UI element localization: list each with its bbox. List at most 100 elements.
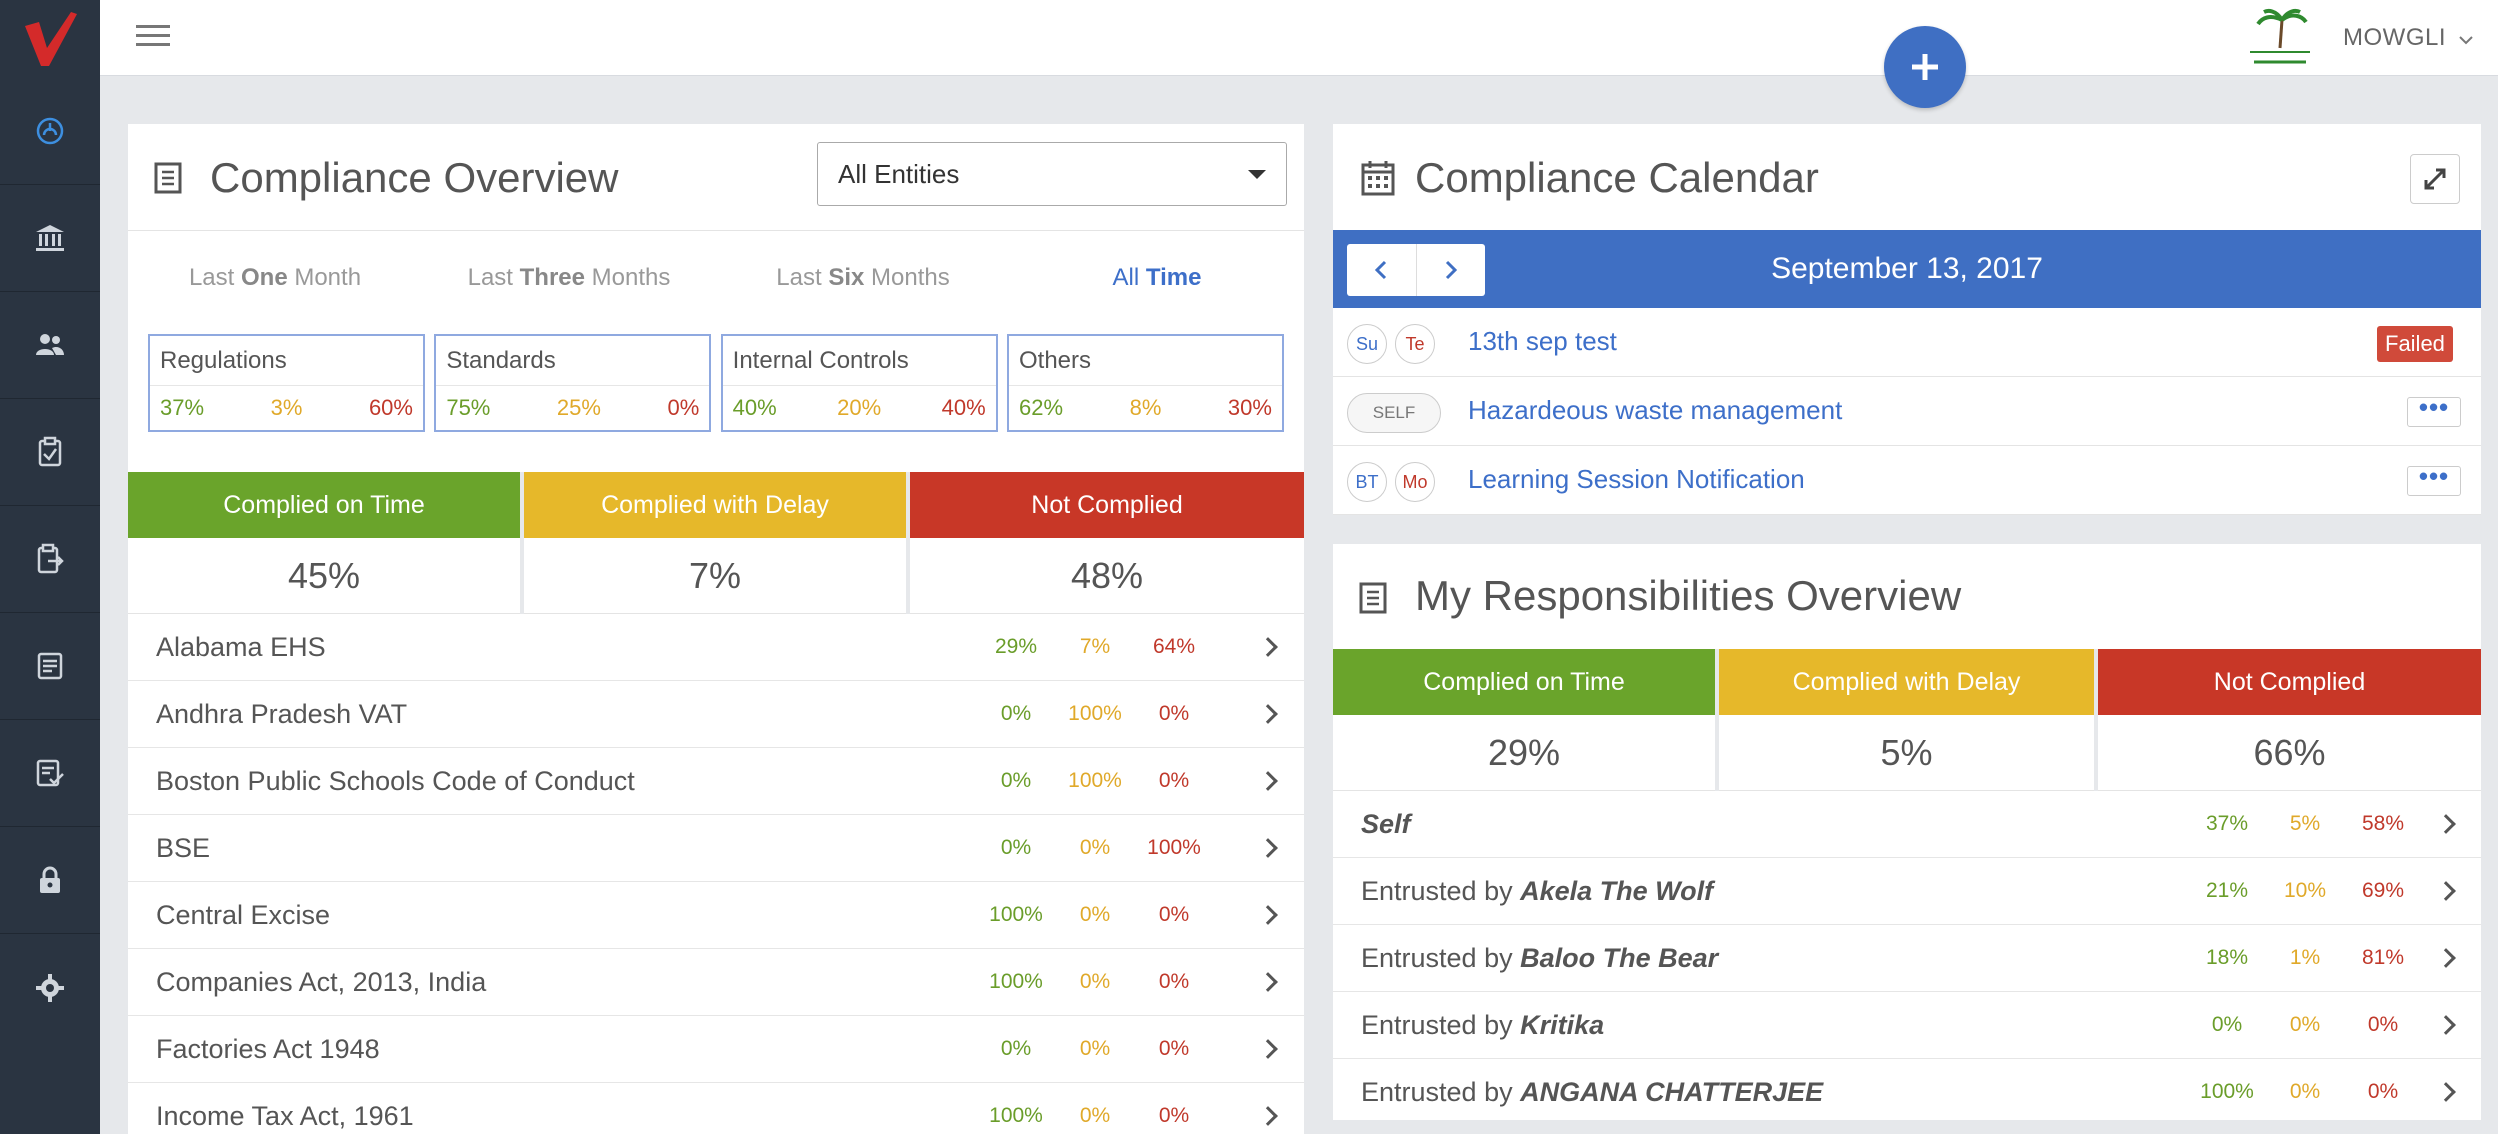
ellipsis-icon: •••: [2418, 392, 2450, 422]
delay-percent: 0%: [2289, 1013, 2321, 1036]
lock-icon: [40, 866, 60, 893]
responsibility-label: Entrusted by Kritika: [1361, 1010, 1604, 1041]
not-complied-percent: 64%: [1152, 635, 1196, 658]
chevron-right-icon: [2436, 881, 2456, 901]
entity-select[interactable]: All Entities: [817, 142, 1287, 206]
gear-icon: [36, 973, 64, 1002]
regulation-row[interactable]: Alabama EHS 29% 7% 64%: [128, 614, 1304, 681]
chevron-right-icon: [1258, 838, 1278, 858]
regulation-row[interactable]: Factories Act 1948 0% 0% 0%: [128, 1016, 1304, 1083]
category-values: 37% 3% 60%: [150, 386, 423, 430]
user-name[interactable]: MOWGLI: [2343, 24, 2473, 52]
overview-status-bar: Complied on Time 45% Complied with Delay…: [128, 472, 1304, 614]
entity-select-value: All Entities: [838, 158, 960, 189]
calendar-nav: [1347, 244, 1485, 296]
period-suffix: Months: [585, 264, 671, 291]
avatar: Te: [1395, 324, 1435, 364]
calendar-event[interactable]: SELF Hazardeous waste management •••: [1333, 377, 2481, 446]
regulation-row[interactable]: Boston Public Schools Code of Conduct 0% 1…: [128, 748, 1304, 815]
avatar: Mo: [1395, 462, 1435, 502]
sidebar-item-security[interactable]: [0, 827, 100, 934]
clipboard-export-icon: [37, 543, 64, 574]
responsibility-row[interactable]: Self 37% 5% 58%: [1333, 791, 2481, 858]
category-values: 62% 8% 30%: [1009, 386, 1282, 430]
regulation-row[interactable]: Income Tax Act, 1961 100% 0% 0%: [128, 1083, 1304, 1134]
sidebar-item-dashboard[interactable]: [0, 78, 100, 185]
chevron-right-icon: [1258, 1039, 1278, 1059]
resp-status-not-complied: Not Complied 66%: [2098, 649, 2481, 791]
event-name[interactable]: 13th sep test: [1468, 326, 1617, 356]
status-delay: Complied with Delay 7%: [524, 472, 910, 614]
assignee-pill: SELF: [1347, 393, 1441, 433]
more-options-button[interactable]: •••: [2407, 392, 2461, 427]
regulation-name: Factories Act 1948: [156, 1033, 380, 1064]
sidebar-item-bank[interactable]: [0, 185, 100, 292]
add-button[interactable]: [1884, 26, 1966, 108]
category-box[interactable]: Internal Controls 40% 20% 40%: [720, 334, 998, 432]
regulation-row[interactable]: Andhra Pradesh VAT 0% 100% 0%: [128, 681, 1304, 748]
expand-button[interactable]: [2410, 154, 2460, 204]
period-tab[interactable]: Last One Month: [128, 264, 422, 304]
not-complied-percent: 100%: [1147, 836, 1201, 859]
document-icon: [37, 652, 63, 680]
sidebar-item-documents[interactable]: [0, 613, 100, 720]
period-tabs: Last One Month Last Three Months Last Six …: [128, 264, 1304, 304]
regulation-name: Andhra Pradesh VAT: [156, 698, 408, 729]
sidebar-item-reports[interactable]: [0, 506, 100, 613]
app-logo[interactable]: [0, 0, 100, 78]
avatar: BT: [1347, 462, 1387, 502]
not-complied-percent: 81%: [2361, 946, 2405, 969]
category-yellow-percent: 8%: [1129, 395, 1162, 420]
regulation-row[interactable]: Central Excise 100% 0% 0%: [128, 882, 1304, 949]
users-icon: [36, 334, 64, 355]
chevron-right-icon: [1258, 1106, 1278, 1126]
chevron-right-icon: [1258, 704, 1278, 724]
calendar-date: September 13, 2017: [1771, 252, 2043, 285]
category-name: Internal Controls: [722, 336, 996, 386]
period-suffix: Month: [287, 264, 362, 291]
sidebar-item-review[interactable]: [0, 720, 100, 827]
compliance-calendar-panel: Compliance Calendar September 13, 2017 S…: [1333, 124, 2481, 515]
category-red-percent: 40%: [941, 395, 986, 420]
responsibility-row[interactable]: Entrusted by ANGANA CHATTERJEE 100% 0% 0%: [1333, 1059, 2481, 1120]
sidebar-item-users[interactable]: [0, 292, 100, 399]
on-time-percent: 0%: [1000, 836, 1032, 859]
delay-percent: 1%: [2289, 946, 2321, 969]
on-time-percent: 21%: [2205, 879, 2249, 902]
calendar-event[interactable]: Su Te 13th sep test Failed: [1333, 308, 2481, 377]
responsibility-row[interactable]: Entrusted by Baloo The Bear 18% 1% 81%: [1333, 925, 2481, 992]
compliance-overview-panel: Compliance Overview All Entities Last On…: [128, 124, 1304, 1134]
period-tab[interactable]: Last Six Months: [716, 264, 1010, 304]
more-options-button[interactable]: •••: [2407, 463, 2461, 496]
expand-icon: [2424, 168, 2446, 190]
regulation-row[interactable]: Companies Act, 2013, India 100% 0% 0%: [128, 949, 1304, 1016]
delay-percent: 10%: [2283, 879, 2327, 902]
period-tab[interactable]: All Time: [1010, 264, 1304, 304]
delay-percent: 0%: [1079, 1037, 1111, 1060]
period-tab[interactable]: Last Three Months: [422, 264, 716, 304]
not-complied-percent: 0%: [1158, 702, 1190, 725]
responsibility-row[interactable]: Entrusted by Kritika 0% 0% 0%: [1333, 992, 2481, 1059]
prev-day-button[interactable]: [1347, 244, 1416, 296]
resp-not-value: 66%: [2098, 715, 2481, 791]
sidebar-item-settings[interactable]: [0, 934, 100, 1041]
resp-delay-label: Complied with Delay: [1719, 649, 2094, 715]
status-not-value: 48%: [910, 538, 1304, 614]
sidebar-item-tasks[interactable]: [0, 399, 100, 506]
category-box[interactable]: Others 62% 8% 30%: [1006, 334, 1284, 432]
dashboard-icon: [36, 117, 64, 145]
hamburger-menu-icon[interactable]: [136, 25, 170, 49]
period-bold: One: [240, 264, 288, 291]
entrusted-name: Baloo The Bear: [1520, 942, 1719, 973]
event-name[interactable]: Learning Session Notification: [1468, 464, 1805, 494]
entrusted-prefix: Entrusted by: [1361, 942, 1521, 973]
responsibility-row[interactable]: Entrusted by Akela The Wolf 21% 10% 69%: [1333, 858, 2481, 925]
next-day-button[interactable]: [1415, 244, 1486, 296]
event-name[interactable]: Hazardeous waste management: [1468, 395, 1843, 425]
not-complied-percent: 0%: [1158, 1104, 1190, 1127]
category-box[interactable]: Standards 75% 25% 0%: [434, 334, 712, 432]
calendar-events: Su Te 13th sep test Failed SELF Hazardeous wa…: [1333, 308, 2481, 515]
regulation-row[interactable]: BSE 0% 0% 100%: [128, 815, 1304, 882]
category-box[interactable]: Regulations 37% 3% 60%: [148, 334, 425, 432]
calendar-event[interactable]: BT Mo Learning Session Notification •••: [1333, 446, 2481, 515]
